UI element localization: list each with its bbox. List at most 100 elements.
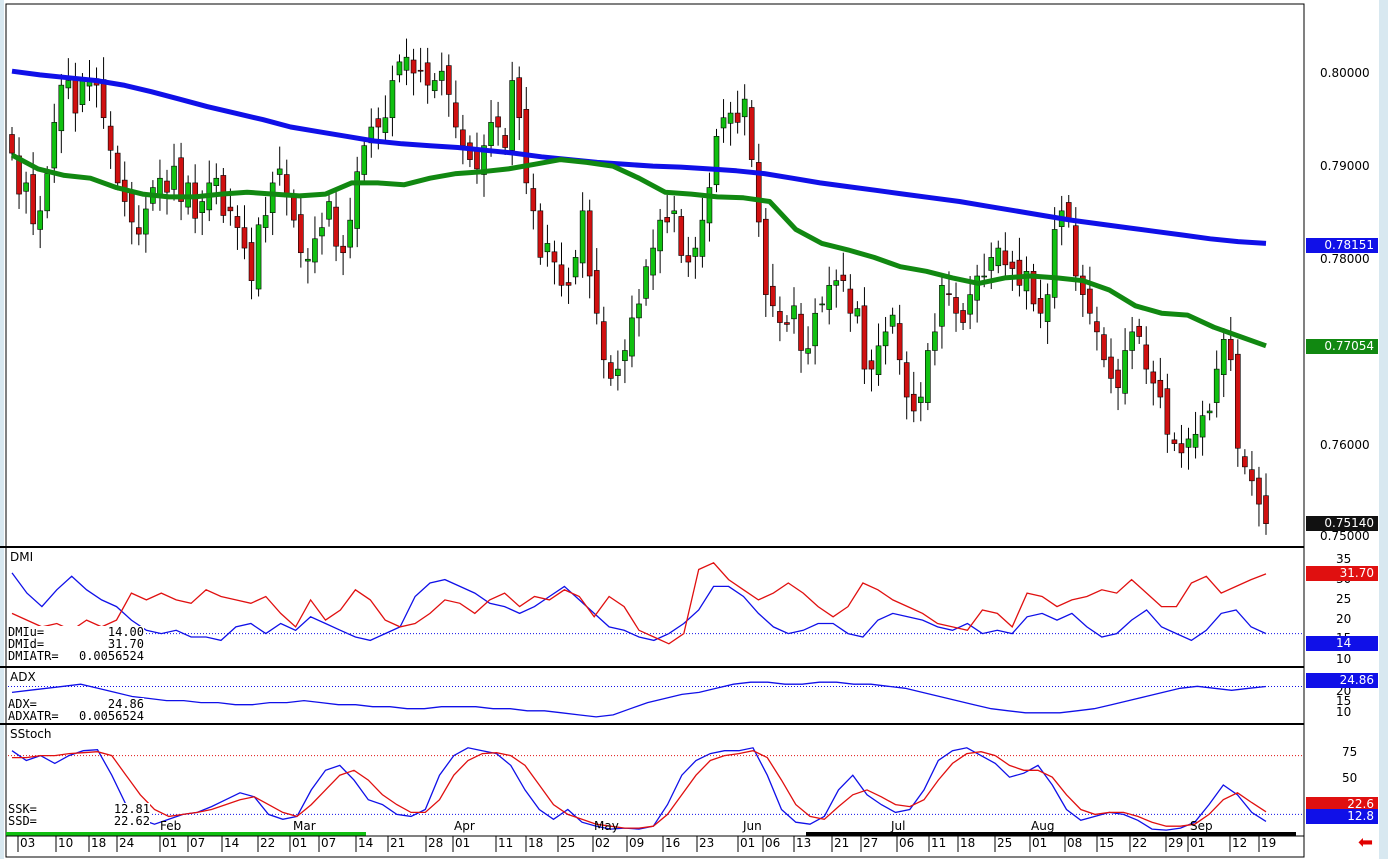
candle-body <box>333 206 339 247</box>
x-axis-day-label: 10 <box>58 836 74 850</box>
candle-body <box>734 112 741 123</box>
x-axis-range-bar <box>6 832 366 836</box>
candle-body <box>932 331 938 351</box>
x-axis-day-label: 19 <box>1261 836 1277 850</box>
candle-body <box>910 393 917 412</box>
candle-body <box>685 255 692 263</box>
candle-body <box>431 80 438 92</box>
month-label: Aug <box>1031 819 1055 833</box>
candle-body <box>269 182 276 213</box>
x-axis-day-label: 14 <box>224 836 240 850</box>
ssk-line <box>11 747 1267 831</box>
candle-body <box>136 227 142 235</box>
candle-body <box>1129 331 1135 351</box>
candle-body <box>1094 321 1100 333</box>
long-moving-average-line <box>11 68 1267 246</box>
candle-body <box>403 56 410 71</box>
candle-body <box>107 125 114 151</box>
x-axis-day-label: 01 <box>455 836 471 850</box>
candle-body <box>255 224 262 290</box>
candle-body <box>854 308 861 317</box>
candle-body <box>509 80 515 151</box>
price-tick-label: 0.76000 <box>1320 438 1370 452</box>
candle-body <box>903 362 910 398</box>
candle-body <box>305 258 311 262</box>
ssd-line <box>12 750 1267 829</box>
month-label: Jul <box>891 819 906 833</box>
price-tick-label: 0.79000 <box>1320 159 1370 173</box>
candle-body <box>1087 288 1093 314</box>
x-axis-day-label: 01 <box>1032 836 1048 850</box>
candle-body <box>164 180 170 193</box>
candle-body <box>1108 356 1114 379</box>
scroll-right-arrow-icon[interactable]: ⬅ <box>1358 832 1374 853</box>
candle-body <box>340 245 346 254</box>
panel-separator <box>0 723 1304 725</box>
candle-body <box>551 251 558 263</box>
dmi-panel-title: DMI <box>10 550 34 564</box>
candle-body <box>1192 433 1199 448</box>
candle-body <box>1235 353 1241 449</box>
candle-body <box>241 227 248 249</box>
candle-body <box>1072 225 1079 277</box>
dmiatr-value: 0.0056524 <box>78 649 144 663</box>
x-axis-day-label: 07 <box>321 836 337 850</box>
sstoch-panel-title: SStoch <box>10 727 52 741</box>
candle-body <box>544 243 551 253</box>
candle-body <box>537 210 544 258</box>
candle-body <box>1115 369 1121 389</box>
dmiu-value-tag: 14 <box>1306 636 1378 651</box>
candle-body <box>777 311 783 323</box>
candle-body <box>875 345 882 375</box>
candle-body <box>347 219 353 248</box>
candle-body <box>1051 229 1058 298</box>
candle-body <box>417 69 424 72</box>
candle-body <box>298 214 304 254</box>
candle-body <box>558 264 565 286</box>
candle-body <box>819 303 825 306</box>
x-axis-day-label: 06 <box>765 836 781 850</box>
x-axis-day-label: 11 <box>931 836 947 850</box>
adxatr-value: 0.0056524 <box>78 709 144 723</box>
candle-body <box>389 80 396 119</box>
candle-body <box>192 182 198 219</box>
x-axis-day-label: 27 <box>863 836 879 850</box>
candle-body <box>495 116 501 128</box>
candle-body <box>706 187 713 224</box>
ssk-value-tag: 12.8 <box>1306 809 1378 824</box>
candle-body <box>213 177 220 186</box>
x-axis-day-label: 14 <box>358 836 374 850</box>
x-axis-day-label: 15 <box>1099 836 1115 850</box>
x-axis-day-label: 09 <box>629 836 645 850</box>
x-axis-day-label: 22 <box>260 836 276 850</box>
candle-body <box>375 118 382 128</box>
candle-body <box>58 84 65 132</box>
candle-body <box>438 70 445 81</box>
month-label: Apr <box>454 819 475 833</box>
candle-body <box>1037 298 1044 314</box>
short-moving-average-line <box>10 152 1267 349</box>
sstoch-tick-label: 75 <box>1342 745 1358 759</box>
dmid-value: 31.70 <box>107 637 144 651</box>
candle-body <box>833 280 840 286</box>
candle-body <box>629 317 635 357</box>
candle-body <box>1143 344 1150 370</box>
candle-body <box>678 216 685 256</box>
candle-body <box>953 297 959 314</box>
candle-body <box>319 227 325 237</box>
candle-body <box>643 266 649 299</box>
x-axis-day-label: 01 <box>292 836 308 850</box>
candle-body <box>396 61 403 76</box>
dmiatr-label: DMIATR= <box>8 649 59 663</box>
x-axis-day-label: 25 <box>997 836 1013 850</box>
ssk-value: 12.81 <box>113 802 150 816</box>
candle-body <box>840 274 847 281</box>
candle-body <box>114 152 121 184</box>
ssd-label: SSD= <box>8 814 37 828</box>
candle-body <box>1242 456 1248 468</box>
adx-label: ADX= <box>8 697 37 711</box>
price-tick-label: 0.75000 <box>1320 529 1370 543</box>
x-axis-day-label: 08 <box>1067 836 1083 850</box>
x-axis-day-label: 12 <box>1232 836 1248 850</box>
